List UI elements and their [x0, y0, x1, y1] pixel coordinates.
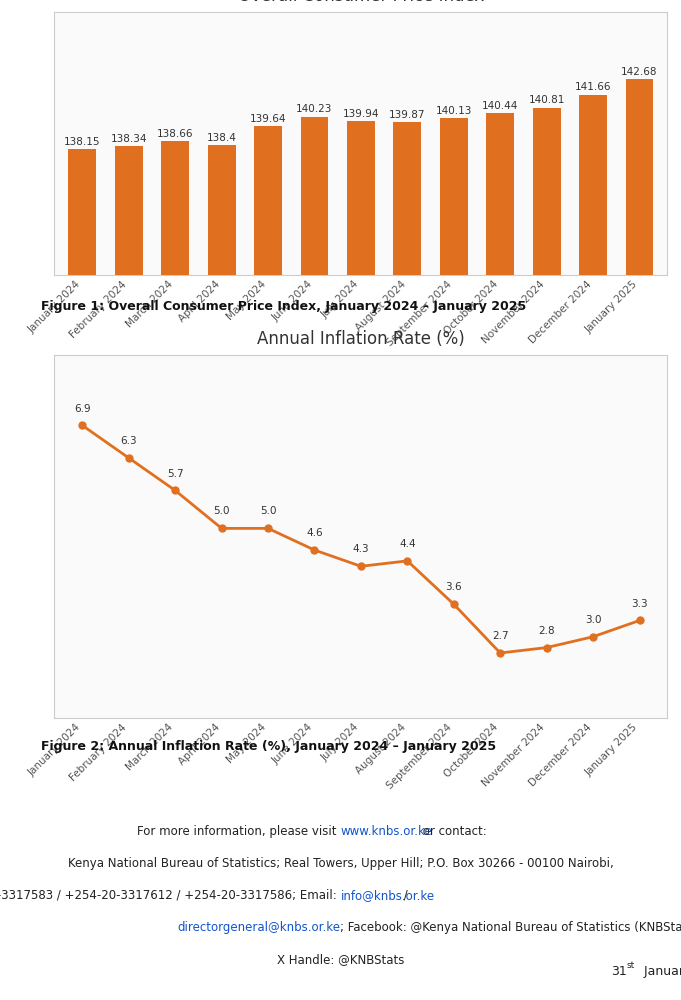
Text: 140.13: 140.13: [436, 106, 472, 116]
Text: www.knbs.or.ke: www.knbs.or.ke: [340, 825, 432, 838]
Text: 139.94: 139.94: [343, 109, 379, 119]
Text: Figure 1: Overall Consumer Price Index, January 2024 – January 2025: Figure 1: Overall Consumer Price Index, …: [41, 300, 526, 313]
Bar: [579, 95, 607, 1000]
Bar: [626, 79, 654, 1000]
Bar: [254, 126, 282, 1000]
Text: Kenya; Tel: +254-20-3317583 / +254-20-3317612 / +254-20-3317586; Email:: Kenya; Tel: +254-20-3317583 / +254-20-33…: [0, 889, 340, 902]
Text: 142.68: 142.68: [621, 67, 658, 77]
Text: 2.8: 2.8: [539, 626, 555, 636]
Bar: [440, 118, 468, 1000]
Text: 140.81: 140.81: [528, 95, 565, 105]
Text: /: /: [400, 889, 408, 902]
Text: 4.3: 4.3: [353, 544, 369, 554]
Bar: [486, 113, 514, 1000]
Text: Kenya National Bureau of Statistics; Real Towers, Upper Hill; P.O. Box 30266 - 0: Kenya National Bureau of Statistics; Rea…: [67, 857, 614, 870]
Text: 3.3: 3.3: [631, 599, 648, 609]
Bar: [347, 121, 375, 1000]
Text: directorgeneral@knbs.or.ke: directorgeneral@knbs.or.ke: [178, 921, 340, 934]
Text: 139.64: 139.64: [250, 114, 286, 124]
Text: 3.6: 3.6: [445, 582, 462, 592]
Text: Figure 2: Annual Inflation Rate (%), January 2024 – January 2025: Figure 2: Annual Inflation Rate (%), Jan…: [41, 740, 496, 753]
Text: info@knbs.or.ke: info@knbs.or.ke: [340, 889, 434, 902]
Text: 138.66: 138.66: [157, 129, 193, 139]
Text: st: st: [627, 961, 635, 970]
Text: 3.0: 3.0: [585, 615, 601, 625]
Text: January, 2025: January, 2025: [640, 965, 681, 978]
Bar: [300, 117, 328, 1000]
Bar: [161, 141, 189, 1000]
Bar: [68, 149, 96, 1000]
Text: ; Facebook: @Kenya National Bureau of Statistics (KNBStats): ; Facebook: @Kenya National Bureau of St…: [340, 921, 681, 934]
Text: 138.4: 138.4: [207, 133, 236, 143]
Text: 138.15: 138.15: [64, 137, 101, 147]
Text: 138.34: 138.34: [110, 134, 147, 144]
Text: 4.6: 4.6: [306, 528, 323, 538]
Text: 5.7: 5.7: [167, 469, 183, 479]
Text: 4.4: 4.4: [399, 539, 415, 549]
Text: 31: 31: [611, 965, 627, 978]
Text: 6.9: 6.9: [74, 404, 91, 414]
Text: 5.0: 5.0: [260, 506, 276, 516]
Bar: [394, 122, 422, 1000]
Title: Overall Consumer Price Index: Overall Consumer Price Index: [238, 0, 484, 5]
Text: 140.23: 140.23: [296, 104, 333, 114]
Text: For more information, please visit: For more information, please visit: [138, 825, 340, 838]
Bar: [533, 108, 560, 1000]
Text: 6.3: 6.3: [121, 436, 137, 446]
Title: Annual Inflation Rate (%): Annual Inflation Rate (%): [257, 330, 465, 348]
Text: 2.7: 2.7: [492, 631, 509, 641]
Text: 140.44: 140.44: [482, 101, 518, 111]
Text: or contact:: or contact:: [419, 825, 486, 838]
Text: 5.0: 5.0: [213, 506, 230, 516]
Text: 141.66: 141.66: [575, 82, 612, 92]
Text: 139.87: 139.87: [389, 110, 426, 120]
Text: X Handle: @KNBStats: X Handle: @KNBStats: [276, 953, 405, 966]
Bar: [115, 146, 143, 1000]
Bar: [208, 145, 236, 1000]
